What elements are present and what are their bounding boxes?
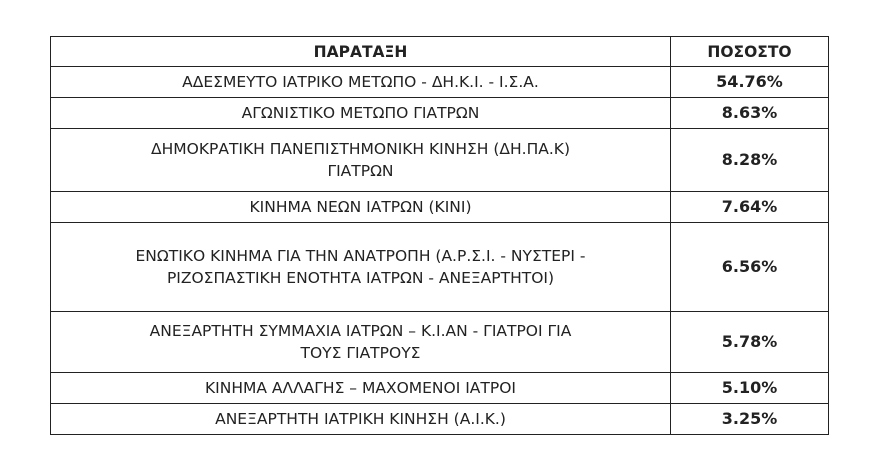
party-name: ΑΝΕΞΑΡΤΗΤΗ ΙΑΤΡΙΚΗ ΚΙΝΗΣΗ (Α.Ι.Κ.) — [50, 403, 671, 435]
party-percent: 5.10% — [670, 372, 829, 404]
party-name: ΕΝΩΤΙΚΟ ΚΙΝΗΜΑ ΓΙΑ ΤΗΝ ΑΝΑΤΡΟΠΗ (Α.Ρ.Σ.Ι… — [50, 222, 671, 312]
party-percent: 6.56% — [670, 222, 829, 312]
party-percent: 8.28% — [670, 128, 829, 192]
party-percent: 54.76% — [670, 66, 829, 98]
table-row: ΚΙΝΗΜΑ ΑΛΛΑΓΗΣ – ΜΑΧΟΜΕΝΟΙ ΙΑΤΡΟΙ 5.10% — [50, 372, 829, 404]
header-party: ΠΑΡΑΤΑΞΗ — [50, 36, 671, 67]
party-name: ΚΙΝΗΜΑ ΝΕΩΝ ΙΑΤΡΩΝ (ΚΙΝΙ) — [50, 191, 671, 223]
party-name: ΚΙΝΗΜΑ ΑΛΛΑΓΗΣ – ΜΑΧΟΜΕΝΟΙ ΙΑΤΡΟΙ — [50, 372, 671, 404]
party-percent: 5.78% — [670, 311, 829, 373]
party-name: ΑΝΕΞΑΡΤΗΤΗ ΣΥΜΜΑΧΙΑ ΙΑΤΡΩΝ – Κ.Ι.ΑΝ - ΓΙ… — [50, 311, 671, 373]
table-row: ΑΓΩΝΙΣΤΙΚΟ ΜΕΤΩΠΟ ΓΙΑΤΡΩΝ 8.63% — [50, 97, 829, 129]
party-name: ΑΓΩΝΙΣΤΙΚΟ ΜΕΤΩΠΟ ΓΙΑΤΡΩΝ — [50, 97, 671, 129]
header-row: ΠΑΡΑΤΑΞΗ ΠΟΣΟΣΤΟ — [50, 36, 829, 67]
party-percent: 7.64% — [670, 191, 829, 223]
table-row: ΕΝΩΤΙΚΟ ΚΙΝΗΜΑ ΓΙΑ ΤΗΝ ΑΝΑΤΡΟΠΗ (Α.Ρ.Σ.Ι… — [50, 222, 829, 312]
table-row: ΑΔΕΣΜΕΥΤΟ ΙΑΤΡΙΚΟ ΜΕΤΩΠΟ - ΔΗ.Κ.Ι. - Ι.Σ… — [50, 66, 829, 98]
party-name: ΔΗΜΟΚΡΑΤΙΚΗ ΠΑΝΕΠΙΣΤΗΜΟΝΙΚΗ ΚΙΝΗΣΗ (ΔΗ.Π… — [50, 128, 671, 192]
table-row: ΚΙΝΗΜΑ ΝΕΩΝ ΙΑΤΡΩΝ (ΚΙΝΙ) 7.64% — [50, 191, 829, 223]
table-row: ΔΗΜΟΚΡΑΤΙΚΗ ΠΑΝΕΠΙΣΤΗΜΟΝΙΚΗ ΚΙΝΗΣΗ (ΔΗ.Π… — [50, 128, 829, 192]
party-percent: 3.25% — [670, 403, 829, 435]
results-table: ΠΑΡΑΤΑΞΗ ΠΟΣΟΣΤΟ ΑΔΕΣΜΕΥΤΟ ΙΑΤΡΙΚΟ ΜΕΤΩΠ… — [50, 36, 829, 435]
party-name: ΑΔΕΣΜΕΥΤΟ ΙΑΤΡΙΚΟ ΜΕΤΩΠΟ - ΔΗ.Κ.Ι. - Ι.Σ… — [50, 66, 671, 98]
party-percent: 8.63% — [670, 97, 829, 129]
table-row: ΑΝΕΞΑΡΤΗΤΗ ΙΑΤΡΙΚΗ ΚΙΝΗΣΗ (Α.Ι.Κ.) 3.25% — [50, 403, 829, 435]
header-percent: ΠΟΣΟΣΤΟ — [670, 36, 829, 67]
table-row: ΑΝΕΞΑΡΤΗΤΗ ΣΥΜΜΑΧΙΑ ΙΑΤΡΩΝ – Κ.Ι.ΑΝ - ΓΙ… — [50, 311, 829, 373]
